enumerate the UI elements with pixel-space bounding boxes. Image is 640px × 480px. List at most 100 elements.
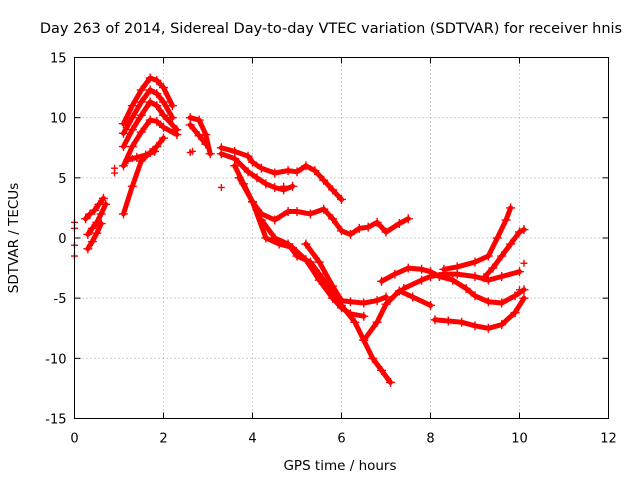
data-point bbox=[381, 299, 391, 309]
data-point bbox=[145, 85, 155, 95]
data-point bbox=[519, 225, 529, 235]
data-point bbox=[403, 214, 413, 224]
data-point bbox=[350, 317, 360, 327]
data-point bbox=[243, 167, 253, 177]
x-tick-label: 10 bbox=[511, 432, 528, 447]
isolated-point bbox=[111, 169, 119, 177]
chart-title: Day 263 of 2014, Sidereal Day-to-day VTE… bbox=[40, 21, 622, 37]
data-point bbox=[194, 115, 204, 125]
data-point bbox=[152, 116, 162, 126]
x-tick-label: 2 bbox=[159, 432, 167, 447]
isolated-point bbox=[280, 182, 288, 190]
data-point bbox=[127, 142, 137, 152]
data-point bbox=[448, 275, 458, 285]
data-point bbox=[252, 173, 262, 183]
data-point bbox=[510, 308, 520, 318]
data-point bbox=[83, 244, 93, 254]
data-point bbox=[83, 229, 93, 239]
data-point bbox=[430, 315, 440, 325]
data-point bbox=[506, 203, 516, 213]
data-point bbox=[305, 209, 315, 219]
x-tick-label: 8 bbox=[426, 432, 434, 447]
data-point bbox=[319, 175, 329, 185]
x-tick-label: 6 bbox=[337, 432, 345, 447]
data-point bbox=[243, 151, 253, 161]
data-point bbox=[248, 157, 257, 167]
data-point bbox=[270, 168, 280, 178]
data-point bbox=[283, 166, 293, 176]
data-point bbox=[201, 139, 211, 149]
data-point bbox=[470, 321, 480, 331]
y-tick-label: 15 bbox=[50, 52, 67, 67]
data-point bbox=[132, 152, 142, 162]
isolated-point bbox=[128, 155, 136, 163]
data-point bbox=[256, 163, 266, 173]
y-tick-label: -15 bbox=[45, 413, 66, 428]
isolated-point bbox=[188, 147, 196, 155]
x-tick-label: 12 bbox=[600, 432, 617, 447]
data-point bbox=[452, 262, 462, 272]
data-point bbox=[345, 229, 355, 239]
data-point bbox=[417, 275, 427, 285]
data-point bbox=[96, 209, 106, 219]
data-point bbox=[345, 297, 355, 307]
data-point bbox=[381, 227, 391, 237]
data-point bbox=[328, 185, 338, 195]
data-point bbox=[141, 150, 151, 160]
y-tick-label: 5 bbox=[58, 172, 66, 187]
data-point bbox=[159, 122, 168, 132]
data-point bbox=[408, 292, 418, 302]
data-point bbox=[288, 181, 298, 191]
data-point bbox=[152, 75, 162, 85]
grid bbox=[74, 57, 609, 419]
data-point bbox=[136, 127, 146, 137]
data-point bbox=[497, 272, 507, 282]
data-point bbox=[270, 233, 280, 243]
data-point bbox=[372, 296, 382, 306]
data-point bbox=[483, 297, 493, 307]
data-point bbox=[501, 215, 511, 225]
data-point bbox=[101, 199, 111, 209]
data-point bbox=[145, 97, 155, 107]
isolated-point bbox=[520, 259, 528, 267]
data-point bbox=[479, 273, 489, 283]
data-point bbox=[127, 181, 137, 191]
data-point bbox=[426, 300, 435, 310]
data-point bbox=[172, 130, 182, 140]
series-arc-o bbox=[361, 288, 433, 343]
data-point bbox=[377, 276, 387, 286]
y-tick-label: -10 bbox=[45, 352, 66, 367]
data-point bbox=[483, 323, 493, 333]
data-point bbox=[145, 73, 155, 83]
data-point bbox=[167, 101, 177, 111]
data-point bbox=[216, 149, 226, 159]
data-point bbox=[519, 293, 529, 303]
data-point bbox=[150, 146, 160, 156]
data-point bbox=[314, 269, 324, 279]
data-point bbox=[359, 311, 369, 321]
data-point bbox=[377, 365, 387, 375]
plot-area bbox=[71, 73, 529, 387]
data-point bbox=[159, 110, 168, 120]
isolated-point bbox=[516, 286, 523, 294]
data-point bbox=[90, 205, 100, 215]
data-point bbox=[354, 223, 364, 233]
y-axis-label: SDTVAR / TECUs bbox=[6, 183, 22, 293]
data-point bbox=[92, 228, 102, 238]
data-point bbox=[301, 161, 311, 171]
data-point bbox=[492, 233, 502, 243]
data-point bbox=[159, 83, 168, 93]
x-tick-label: 4 bbox=[248, 432, 256, 447]
data-point bbox=[497, 251, 507, 261]
y-tick-label: 0 bbox=[58, 232, 66, 247]
data-point bbox=[488, 263, 498, 273]
data-point bbox=[201, 130, 211, 140]
data-point bbox=[292, 251, 302, 261]
series-arc-k bbox=[232, 163, 411, 237]
data-point bbox=[426, 272, 435, 282]
data-point bbox=[167, 113, 177, 123]
data-point bbox=[194, 131, 204, 141]
data-point bbox=[96, 219, 106, 229]
data-point bbox=[159, 97, 168, 107]
